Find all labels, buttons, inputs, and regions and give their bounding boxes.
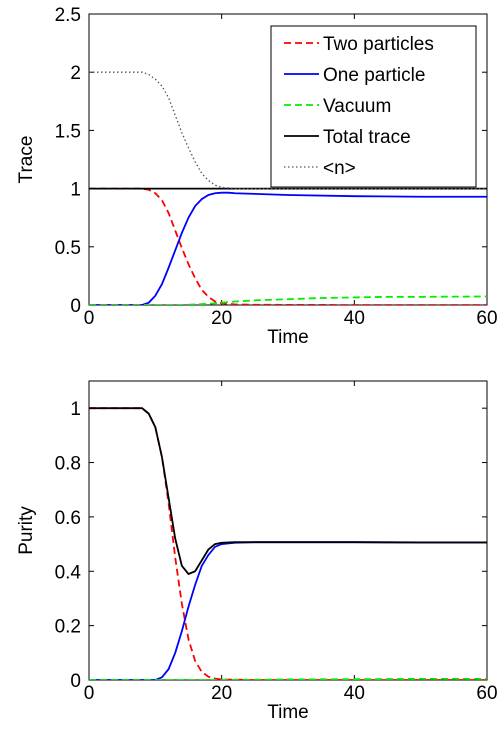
chart0-legend-box: [270, 25, 477, 188]
chart1-ytick-label: 1: [70, 399, 81, 420]
chart0-legend-label-2: Vacuum: [323, 96, 391, 117]
chart1-xtick-label: 60: [476, 683, 497, 704]
chart0-ytick-label: 1.5: [55, 121, 81, 142]
chart1-series-line-0: [89, 407, 487, 680]
chart1-axes-frame: [88, 380, 488, 681]
chart0-legend: Two particles One particle Vacuum Total tra…: [270, 25, 477, 188]
chart0-ytick-label: 1: [70, 180, 81, 201]
chart0-legend-label-3: Total trace: [323, 127, 411, 148]
chart0-panel: 0 20 40 60 0 0.5 1 1.5 2 2.5 Time Trace Two particle…: [16, 5, 498, 348]
chart1-ytick-label: 0.8: [55, 454, 81, 475]
chart1-xtick-label: 20: [211, 683, 232, 704]
chart1-ytick-label: 0: [70, 671, 81, 692]
chart0-ytick-label: 0.5: [55, 238, 81, 259]
chart0-series-line-1: [89, 191, 487, 305]
chart0-legend-label-0: Two particles: [323, 34, 434, 55]
chart0-ytick-label: 0: [70, 296, 81, 317]
chart1-panel: 0 20 40 60 0 0.2 0.4 0.6 0.8 1 Time Purity: [16, 380, 498, 723]
chart1-series-line-2: [89, 678, 487, 680]
chart0-xtick-label: 0: [84, 308, 95, 329]
chart1-series-line-1: [89, 541, 487, 680]
chart0-series-line-0: [89, 187, 487, 305]
chart0-ytick-label: 2: [70, 63, 81, 84]
chart1-ytick-label: 0.4: [55, 562, 82, 583]
chart0-xtick-label: 60: [476, 308, 497, 329]
chart1-xlabel: Time: [267, 702, 309, 723]
chart0-ytick-label: 2.5: [55, 5, 81, 26]
chart0-xtick-label: 20: [211, 308, 232, 329]
chart1-xtick-label: 40: [344, 683, 365, 704]
chart0-series-line-2: [89, 295, 487, 305]
chart0-legend-label-4: <n>: [323, 158, 356, 179]
chart0-legend-label-1: One particle: [323, 65, 425, 86]
chart1-ylabel: Purity: [16, 506, 37, 555]
chart0-xlabel: Time: [267, 327, 309, 348]
chart0-xtick-label: 40: [344, 308, 365, 329]
chart1-series-line-3: [89, 407, 487, 576]
chart1-ytick-label: 0.2: [55, 617, 81, 638]
chart1-xtick-label: 0: [84, 683, 95, 704]
chart0-ylabel: Trace: [16, 136, 37, 184]
chart1-ytick-label: 0.6: [55, 508, 81, 529]
